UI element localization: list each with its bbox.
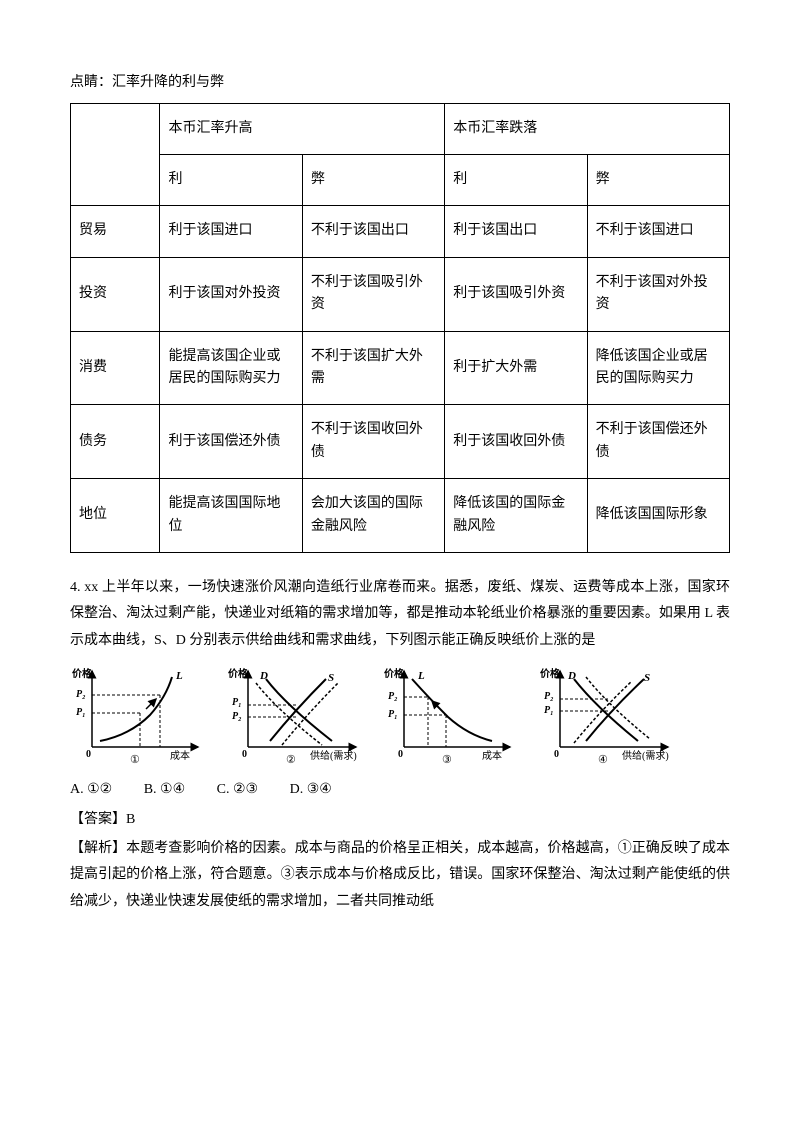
cell: 利于该国出口 <box>445 206 587 257</box>
chart-number: ① <box>130 754 140 765</box>
curve-label-d: D <box>567 670 576 682</box>
cell: 利于扩大外需 <box>445 331 587 405</box>
question-text: 4. xx 上半年以来，一场快速涨价风潮向造纸行业席卷而来。据悉，废纸、煤炭、运… <box>70 575 730 655</box>
exchange-rate-table: 本币汇率升高 本币汇率跌落 利 弊 利 弊 贸易 利于该国进口 不利于该国出口 … <box>70 103 730 553</box>
axis-y-label: 价格 <box>228 667 249 680</box>
table-subhead: 弊 <box>302 154 444 205</box>
cell: 不利于该国出口 <box>302 206 444 257</box>
chart-4: 价格 P₂ P₁ D S 0 供给(需求) ④ <box>538 665 678 765</box>
cell: 利于该国偿还外债 <box>160 405 302 479</box>
table-head-down: 本币汇率跌落 <box>445 103 730 154</box>
table-head-up: 本币汇率升高 <box>160 103 445 154</box>
chart-1: 价格 P₂ P₁ L 0 成本 ① <box>70 665 210 765</box>
table-row: 地位 能提高该国国际地位 会加大该国的国际金融风险 降低该国的国际金融风险 降低… <box>71 479 730 553</box>
cell: 降低该国国际形象 <box>587 479 729 553</box>
table-corner <box>71 103 160 206</box>
row-label: 贸易 <box>71 206 160 257</box>
answer-text: 【答案】B <box>70 807 730 834</box>
p2-label: P₂ <box>76 689 86 700</box>
charts-row: 价格 P₂ P₁ L 0 成本 ① 价格 P₁ <box>70 665 730 765</box>
svg-text:0: 0 <box>86 749 91 760</box>
cell: 不利于该国收回外债 <box>302 405 444 479</box>
p1-label: P₁ <box>76 707 86 718</box>
row-label: 投资 <box>71 257 160 331</box>
axis-x-label: 供给(需求) <box>310 749 357 762</box>
p2-label: P₂ <box>232 711 242 722</box>
svg-text:0: 0 <box>398 749 403 760</box>
table-subhead: 利 <box>160 154 302 205</box>
chart-number: ② <box>286 754 296 765</box>
table-subhead: 利 <box>445 154 587 205</box>
chart-2: 价格 P₁ P₂ D S 0 供给(需求) ② <box>226 665 366 765</box>
choice-c: C. ②③ <box>217 782 258 797</box>
svg-text:0: 0 <box>554 749 559 760</box>
cell: 不利于该国进口 <box>587 206 729 257</box>
cell: 不利于该国偿还外债 <box>587 405 729 479</box>
choice-d: D. ③④ <box>290 782 332 797</box>
row-label: 地位 <box>71 479 160 553</box>
svg-text:0: 0 <box>242 749 247 760</box>
intro-text: 点睛：汇率升降的利与弊 <box>70 70 730 97</box>
axis-y-label: 价格 <box>72 667 93 680</box>
curve-label-l: L <box>175 670 183 682</box>
axis-y-label: 价格 <box>384 667 405 680</box>
axis-x-label: 成本 <box>482 749 502 762</box>
chart-3: 价格 P₂ P₁ L 0 成本 ③ <box>382 665 522 765</box>
curve-label-s: S <box>644 672 650 684</box>
cell: 不利于该国吸引外资 <box>302 257 444 331</box>
p1-label: P₁ <box>544 705 554 716</box>
explain-text: 【解析】本题考查影响价格的因素。成本与商品的价格呈正相关，成本越高，价格越高，①… <box>70 836 730 916</box>
row-label: 消费 <box>71 331 160 405</box>
table-row: 贸易 利于该国进口 不利于该国出口 利于该国出口 不利于该国进口 <box>71 206 730 257</box>
cell: 能提高该国国际地位 <box>160 479 302 553</box>
cell: 利于该国吸引外资 <box>445 257 587 331</box>
curve-label-l: L <box>417 670 425 682</box>
cell: 会加大该国的国际金融风险 <box>302 479 444 553</box>
p1-label: P₁ <box>232 697 242 708</box>
choices: A. ①② B. ①④ C. ②③ D. ③④ <box>70 777 730 804</box>
axis-x-label: 供给(需求) <box>622 749 669 762</box>
chart-number: ④ <box>598 754 608 765</box>
p2-label: P₂ <box>544 691 554 702</box>
cell: 利于该国对外投资 <box>160 257 302 331</box>
axis-x-label: 成本 <box>170 749 190 762</box>
table-row: 投资 利于该国对外投资 不利于该国吸引外资 利于该国吸引外资 不利于该国对外投资 <box>71 257 730 331</box>
cell: 降低该国企业或居民的国际购买力 <box>587 331 729 405</box>
cell: 不利于该国扩大外需 <box>302 331 444 405</box>
table-row: 债务 利于该国偿还外债 不利于该国收回外债 利于该国收回外债 不利于该国偿还外债 <box>71 405 730 479</box>
curve-label-d: D <box>259 670 268 682</box>
curve-label-s: S <box>328 672 334 684</box>
table-row: 消费 能提高该国企业或居民的国际购买力 不利于该国扩大外需 利于扩大外需 降低该… <box>71 331 730 405</box>
row-label: 债务 <box>71 405 160 479</box>
cell: 利于该国进口 <box>160 206 302 257</box>
p1-label: P₁ <box>388 709 398 720</box>
choice-a: A. ①② <box>70 782 112 797</box>
table-subhead: 弊 <box>587 154 729 205</box>
p2-label: P₂ <box>388 691 398 702</box>
choice-b: B. ①④ <box>144 782 185 797</box>
cell: 降低该国的国际金融风险 <box>445 479 587 553</box>
cell: 能提高该国企业或居民的国际购买力 <box>160 331 302 405</box>
chart-number: ③ <box>442 754 452 765</box>
cell: 不利于该国对外投资 <box>587 257 729 331</box>
axis-y-label: 价格 <box>540 667 561 680</box>
cell: 利于该国收回外债 <box>445 405 587 479</box>
